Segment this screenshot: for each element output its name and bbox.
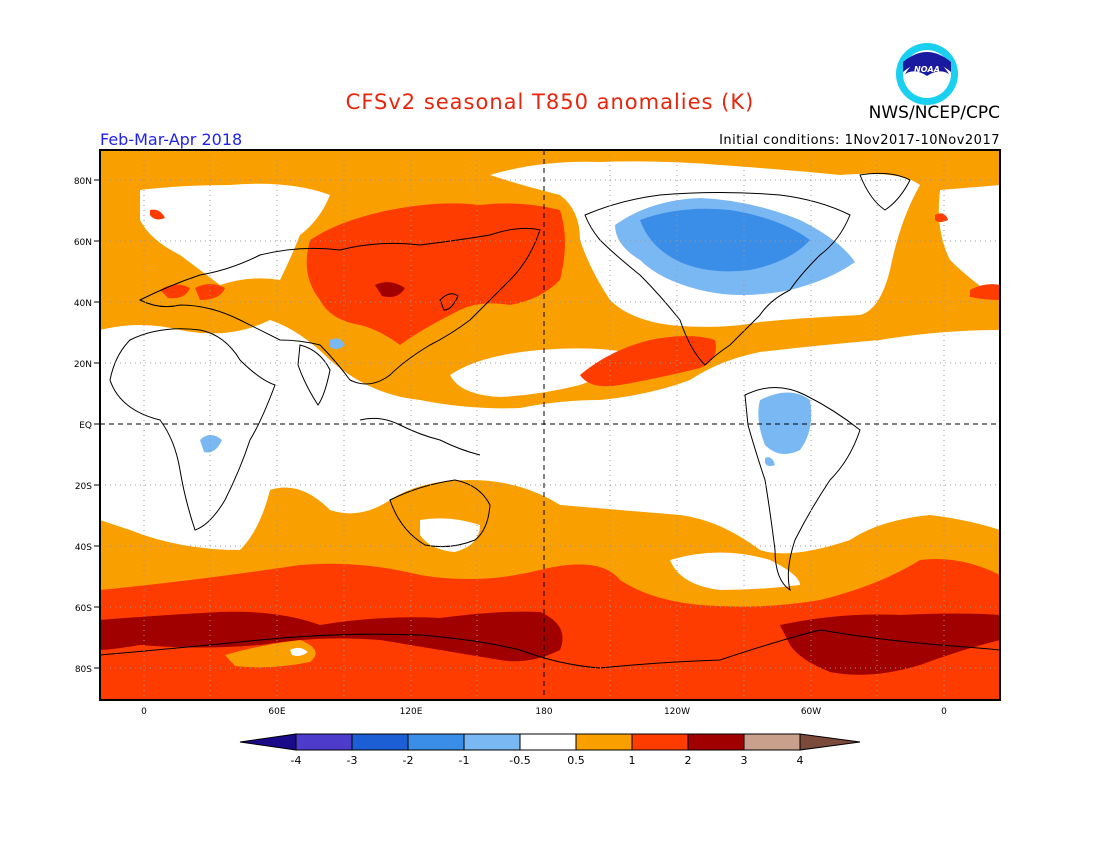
lon-label: 0 [141, 707, 147, 717]
colorbar-bin [407, 733, 465, 751]
lat-label: 20N [74, 360, 92, 370]
colorbar-label: 4 [797, 754, 804, 767]
coastlines [100, 172, 1000, 669]
map-frame [99, 149, 1001, 701]
colorbar-bin [351, 733, 409, 751]
colorbar [239, 733, 861, 751]
initial-conditions: Initial conditions: 1Nov2017-10Nov2017 [719, 133, 1000, 148]
colorbar-label: -3 [347, 754, 358, 767]
svg-text:NOAA: NOAA [914, 65, 940, 74]
lon-label: 60W [801, 707, 821, 717]
lon-label: 120E [400, 707, 423, 717]
lat-label: EQ [79, 421, 92, 431]
colorbar-bin [519, 733, 577, 751]
lat-label: 60S [75, 604, 92, 614]
anomaly-field [100, 150, 1000, 700]
forecast-period: Feb-Mar-Apr 2018 [100, 130, 243, 149]
lat-ticks [94, 179, 100, 669]
lon-label: 0 [941, 707, 947, 717]
colorbar-labels: -4 -3 -2 -1 -0.5 0.5 1 2 3 4 [291, 754, 804, 767]
agency-label: NWS/NCEP/CPC [868, 103, 1000, 123]
lat-labels: 80N 60N 40N 20N EQ 20S 40S 60S 80S [74, 177, 92, 675]
lat-label: 40S [75, 543, 92, 553]
lat-label: 40N [74, 299, 92, 309]
colorbar-bin [743, 733, 801, 751]
colorbar-arrow-left [239, 733, 297, 751]
lon-label: 60E [268, 707, 285, 717]
colorbar-bin [463, 733, 521, 751]
colorbar-label: 2 [685, 754, 692, 767]
colorbar-label: -1 [459, 754, 470, 767]
colorbar-label: 0.5 [567, 754, 585, 767]
colorbar-label: -4 [291, 754, 302, 767]
colorbar-label: 1 [629, 754, 636, 767]
colorbar-label: -2 [403, 754, 414, 767]
graticule [100, 150, 1000, 700]
lat-label: 20S [75, 482, 92, 492]
colorbar-bin [575, 733, 633, 751]
colorbar-bin [631, 733, 689, 751]
lon-label: 180 [535, 707, 552, 717]
lat-label: 60N [74, 238, 92, 248]
colorbar-bin [295, 733, 353, 751]
colorbar-label: -0.5 [509, 754, 530, 767]
colorbar-arrow-right [799, 733, 861, 751]
lat-label: 80N [74, 177, 92, 187]
colorbar-bin [687, 733, 745, 751]
lon-label: 120W [664, 707, 690, 717]
colorbar-label: 3 [741, 754, 748, 767]
map-title: CFSv2 seasonal T850 anomalies (K) [345, 90, 755, 114]
lon-labels: 0 60E 120E 180 120W 60W 0 [141, 707, 947, 717]
lat-label: 80S [75, 665, 92, 675]
noaa-logo-icon: NOAA [896, 43, 958, 105]
